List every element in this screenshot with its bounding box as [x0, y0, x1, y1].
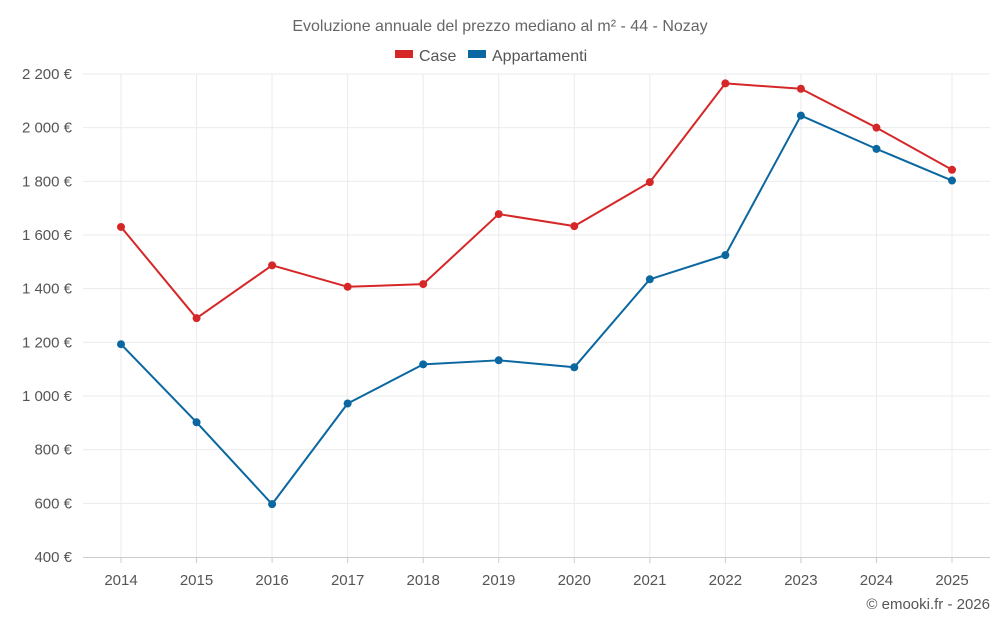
x-tick-label: 2020 — [558, 572, 591, 589]
data-point-appartamenti[interactable] — [268, 500, 277, 509]
y-axis-ticks: 400 € 600 € 800 € 1 000 € 1 200 € 1 400 € 1 60… — [22, 66, 73, 566]
data-point-case[interactable] — [872, 123, 881, 132]
x-tick-label: 2016 — [255, 572, 288, 589]
data-point-appartamenti[interactable] — [570, 363, 579, 372]
x-tick-label: 2025 — [935, 572, 968, 589]
data-point-case[interactable] — [343, 282, 352, 291]
legend-swatch-case — [395, 50, 413, 58]
data-point-case[interactable] — [419, 280, 428, 289]
data-point-appartamenti[interactable] — [192, 418, 201, 427]
y-tick-label: 1 200 € — [22, 334, 73, 351]
y-tick-label: 600 € — [34, 495, 72, 512]
data-point-case[interactable] — [494, 210, 503, 219]
data-point-case[interactable] — [192, 314, 201, 323]
data-point-case[interactable] — [645, 178, 654, 187]
series-line-appartamenti — [120, 114, 953, 506]
chart-title: Evoluzione annuale del prezzo mediano al… — [292, 18, 707, 35]
y-tick-label: 1 600 € — [22, 227, 73, 244]
data-point-appartamenti[interactable] — [721, 251, 730, 260]
data-point-appartamenti[interactable] — [343, 399, 352, 408]
y-tick-label: 1 800 € — [22, 173, 73, 190]
data-point-case[interactable] — [721, 79, 730, 88]
x-axis-ticks: 2014 2015 2016 2017 2018 2019 2020 2021 2022 2023… — [104, 557, 969, 589]
x-tick-label: 2018 — [406, 572, 439, 589]
data-point-appartamenti[interactable] — [419, 360, 428, 369]
x-tick-label: 2019 — [482, 572, 515, 589]
y-tick-label: 1 000 € — [22, 388, 73, 405]
series-line-case — [120, 82, 953, 320]
x-gridlines — [120, 74, 953, 557]
y-tick-label: 2 200 € — [22, 66, 73, 83]
y-tick-label: 400 € — [34, 549, 72, 566]
x-tick-label: 2015 — [180, 572, 213, 589]
y-tick-label: 1 400 € — [22, 281, 73, 298]
legend-swatch-appartamenti — [468, 50, 486, 58]
data-point-appartamenti[interactable] — [796, 111, 805, 120]
data-point-case[interactable] — [570, 222, 579, 231]
x-tick-label: 2022 — [709, 572, 742, 589]
legend: Case Appartamenti — [395, 48, 587, 65]
data-point-appartamenti[interactable] — [948, 176, 956, 185]
legend-label-appartamenti[interactable]: Appartamenti — [492, 48, 587, 65]
y-gridlines — [83, 73, 990, 504]
x-tick-label: 2017 — [331, 572, 364, 589]
data-point-appartamenti[interactable] — [645, 275, 654, 284]
data-point-appartamenti[interactable] — [117, 340, 125, 349]
y-tick-label: 800 € — [34, 442, 72, 459]
data-point-appartamenti[interactable] — [872, 144, 881, 153]
x-tick-label: 2024 — [860, 572, 893, 589]
data-point-case[interactable] — [796, 84, 805, 93]
data-point-case[interactable] — [268, 261, 277, 270]
data-point-appartamenti[interactable] — [494, 356, 503, 365]
x-tick-label: 2021 — [633, 572, 666, 589]
credit-text: © emooki.fr - 2026 — [866, 596, 990, 613]
legend-label-case[interactable]: Case — [419, 48, 456, 65]
x-tick-label: 2014 — [104, 572, 137, 589]
y-tick-label: 2 000 € — [22, 120, 73, 137]
series-group — [117, 79, 956, 509]
data-point-case[interactable] — [117, 222, 125, 231]
x-tick-label: 2023 — [784, 572, 817, 589]
data-point-case[interactable] — [948, 165, 956, 174]
